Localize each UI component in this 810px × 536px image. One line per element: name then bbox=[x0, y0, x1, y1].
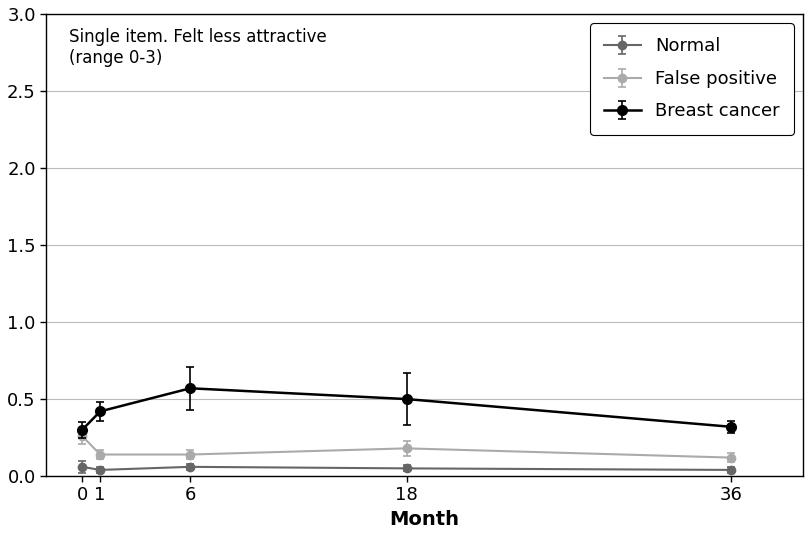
X-axis label: Month: Month bbox=[390, 510, 459, 529]
Text: Single item. Felt less attractive
(range 0-3): Single item. Felt less attractive (range… bbox=[69, 28, 326, 66]
Legend: Normal, False positive, Breast cancer: Normal, False positive, Breast cancer bbox=[590, 23, 794, 135]
